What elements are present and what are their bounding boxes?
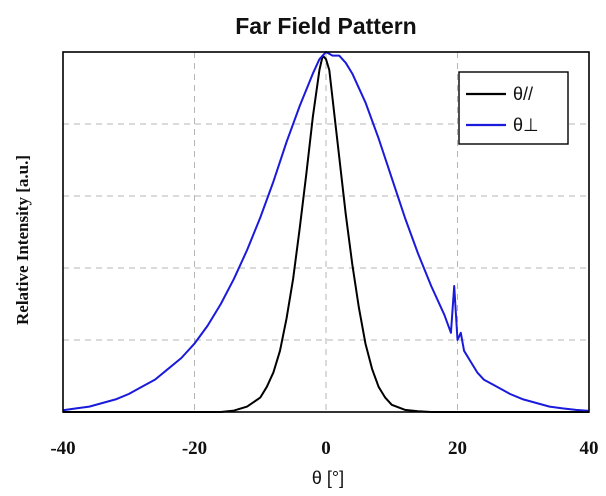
series-lines: [62, 51, 590, 413]
grid: [63, 51, 589, 412]
legend-label-perpendicular: θ⊥: [513, 115, 539, 135]
series-line-perpendicular: [62, 51, 590, 412]
legend-label-parallel: θ//: [513, 84, 533, 104]
x-tick-label: -40: [50, 438, 75, 459]
x-tick-label: 0: [321, 438, 331, 459]
plot-frame: [62, 51, 590, 413]
x-tick-label: -20: [182, 438, 207, 459]
series-line-parallel: [63, 54, 589, 413]
legend: θ// θ⊥: [458, 71, 569, 145]
y-axis-label: Relative Intensity [a.u.]: [13, 155, 32, 325]
x-tick-label: 20: [448, 438, 467, 459]
x-axis-label: θ [°]: [312, 468, 344, 488]
x-tick-labels: -40 -20 0 20 40: [50, 438, 598, 459]
chart-title: Far Field Pattern: [235, 13, 416, 39]
legend-box: [458, 71, 569, 145]
x-tick-label: 40: [580, 438, 599, 459]
